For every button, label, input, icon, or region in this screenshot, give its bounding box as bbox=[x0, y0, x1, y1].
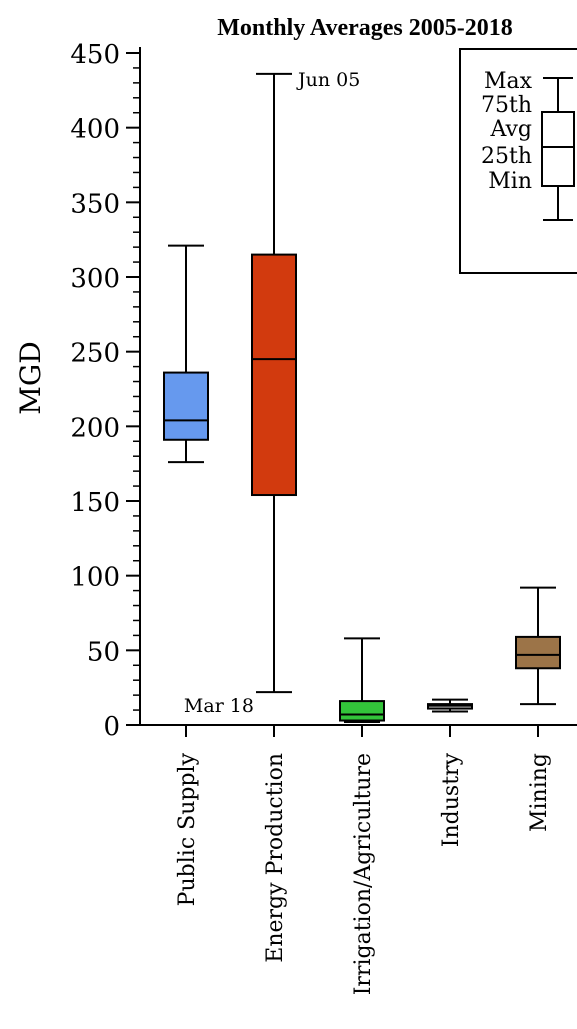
legend-box-glyph bbox=[541, 77, 575, 221]
boxes bbox=[163, 72, 561, 724]
box-1 bbox=[251, 72, 297, 694]
y-axis: 0 50 100 150 200 250 300 350 400 450 bbox=[70, 40, 141, 742]
iqr-box bbox=[163, 371, 209, 441]
y-tick-label: 300 bbox=[70, 264, 120, 294]
legend-label: Min bbox=[488, 169, 532, 194]
y-tick-label: 450 bbox=[70, 40, 120, 70]
legend-label: Avg bbox=[489, 117, 532, 142]
y-tick-label: 350 bbox=[70, 189, 120, 219]
x-axis: Public Supply Energy Production Irrigation… bbox=[140, 724, 577, 995]
legend-label: 75th bbox=[481, 93, 532, 118]
annotations: Jun 05 Mar 18 bbox=[184, 69, 360, 717]
box-4 bbox=[515, 586, 561, 706]
y-tick-label: 100 bbox=[70, 563, 120, 593]
x-tick-label: Mining bbox=[527, 753, 552, 832]
y-tick-label: 0 bbox=[103, 712, 120, 742]
legend-label: 25th bbox=[481, 144, 532, 169]
y-tick-label: 50 bbox=[87, 637, 120, 667]
x-tick-label: Industry bbox=[439, 752, 464, 847]
y-tick-label: 250 bbox=[70, 339, 120, 369]
y-tick-label: 200 bbox=[70, 413, 120, 443]
x-tick-label: Irrigation/Agriculture bbox=[351, 753, 376, 995]
x-tick-label: Public Supply bbox=[175, 752, 200, 906]
box-0 bbox=[163, 244, 209, 464]
iqr-box bbox=[515, 635, 561, 670]
y-axis-label: MGD bbox=[14, 341, 47, 415]
y-tick-label: 150 bbox=[70, 488, 120, 518]
x-tick-label: Energy Production bbox=[263, 753, 288, 963]
annotation-label: Jun 05 bbox=[296, 69, 360, 91]
iqr-box bbox=[251, 253, 297, 497]
chart-title: Monthly Averages 2005-2018 bbox=[217, 15, 513, 41]
iqr-box bbox=[339, 700, 385, 722]
legend-label: Max bbox=[484, 69, 533, 94]
annotation-label: Mar 18 bbox=[184, 695, 254, 717]
box-2 bbox=[339, 637, 385, 724]
box-3 bbox=[427, 698, 473, 713]
y-tick-label: 400 bbox=[70, 115, 120, 145]
